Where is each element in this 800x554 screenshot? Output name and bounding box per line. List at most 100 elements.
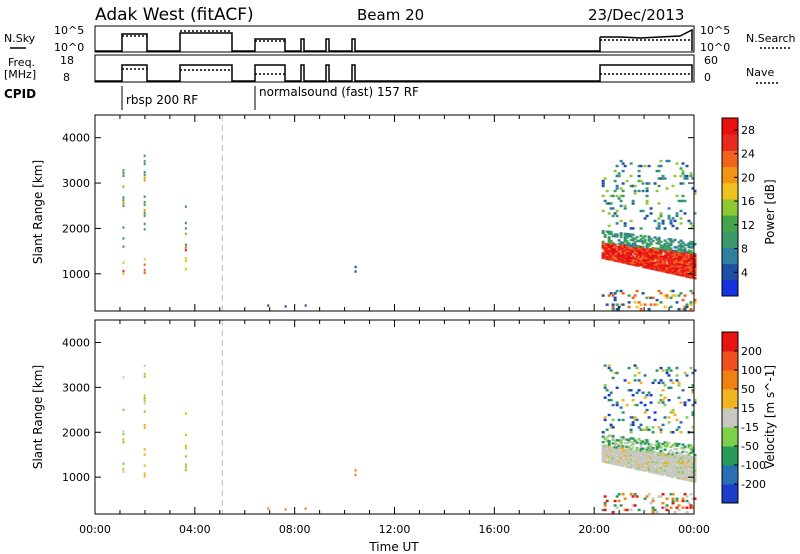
data-cell	[693, 270, 697, 274]
data-cell	[645, 449, 649, 453]
data-cell	[639, 255, 643, 258]
data-cell	[659, 252, 663, 255]
data-cell	[679, 292, 683, 295]
data-cell	[655, 457, 659, 461]
data-cell	[617, 446, 621, 449]
data-cell	[601, 184, 605, 188]
data-cell	[689, 470, 693, 473]
data-cell	[687, 455, 691, 458]
data-cell	[651, 460, 655, 463]
data-cell	[184, 468, 187, 472]
data-cell	[641, 182, 645, 185]
data-cell	[661, 456, 665, 459]
data-cell	[647, 257, 651, 260]
data-cell	[631, 263, 635, 266]
data-cell	[681, 476, 685, 479]
data-cell	[689, 493, 693, 496]
data-cell	[607, 364, 611, 367]
data-cell	[601, 457, 605, 460]
data-cell	[661, 389, 665, 392]
data-cell	[657, 264, 661, 267]
data-cell	[609, 194, 613, 198]
data-cell	[641, 209, 645, 213]
data-cell	[633, 416, 637, 419]
data-cell	[675, 506, 679, 509]
data-cell	[627, 451, 631, 455]
data-cell	[685, 467, 689, 471]
data-cell	[679, 464, 683, 468]
data-cell	[633, 465, 637, 469]
data-cell	[681, 274, 685, 277]
data-cell	[633, 192, 637, 195]
data-cell	[653, 236, 657, 239]
data-cell	[635, 251, 639, 254]
data-cell	[659, 246, 663, 249]
data-cell	[683, 268, 687, 271]
data-cell	[665, 294, 669, 297]
data-cell	[633, 184, 637, 188]
data-cell	[607, 245, 611, 248]
data-cell	[677, 461, 681, 464]
data-cell	[635, 441, 639, 444]
velocity-ylabel: Slant Range [km]	[31, 365, 45, 469]
data-cell	[649, 394, 653, 397]
data-cell	[651, 267, 655, 271]
data-cell	[621, 162, 625, 165]
data-cell	[143, 258, 146, 261]
data-cell	[663, 470, 667, 474]
data-cell	[671, 464, 675, 467]
data-cell	[649, 303, 653, 306]
data-cell	[681, 443, 685, 446]
data-cell	[641, 265, 645, 268]
data-cell	[665, 469, 669, 472]
data-cell	[679, 167, 683, 170]
data-cell	[675, 162, 679, 165]
power-colorbar-label: Power [dB]	[763, 179, 777, 244]
data-cell	[663, 259, 667, 262]
data-cell	[641, 257, 645, 261]
data-cell	[603, 444, 607, 448]
xtick-label: 00:00	[678, 523, 710, 536]
data-cell	[611, 258, 615, 262]
data-cell	[655, 257, 659, 260]
data-cell	[625, 438, 629, 441]
data-cell	[661, 263, 665, 267]
data-cell	[665, 259, 669, 263]
data-cell	[681, 466, 685, 470]
colorbar-segment	[722, 446, 738, 466]
data-cell	[675, 214, 679, 218]
data-cell	[611, 436, 615, 440]
data-cell	[675, 471, 679, 475]
data-cell	[657, 381, 661, 385]
data-cell	[649, 461, 653, 464]
data-cell	[669, 241, 673, 245]
data-cell	[603, 452, 607, 456]
data-cell	[681, 172, 685, 175]
data-cell	[611, 214, 615, 218]
data-cell	[677, 396, 681, 399]
data-cell	[629, 219, 633, 223]
data-cell	[681, 463, 685, 466]
data-cell	[635, 289, 639, 293]
freq-trace	[95, 64, 693, 82]
data-cell	[633, 379, 637, 382]
data-cell	[667, 462, 671, 465]
data-cell	[675, 258, 679, 262]
data-cell	[673, 259, 677, 263]
data-cell	[673, 256, 677, 260]
data-cell	[683, 263, 687, 267]
data-cell	[663, 262, 667, 265]
data-cell	[669, 254, 673, 257]
data-cell	[663, 458, 667, 461]
data-cell	[679, 217, 683, 220]
data-cell	[679, 273, 683, 277]
data-cell	[639, 164, 643, 168]
data-cell	[617, 451, 621, 454]
data-cell	[673, 261, 677, 264]
data-cell	[619, 232, 623, 235]
data-cell	[619, 247, 623, 251]
data-cell	[629, 227, 633, 230]
data-cell	[631, 495, 635, 498]
colorbar-segment	[722, 389, 738, 409]
data-cell	[613, 462, 617, 466]
